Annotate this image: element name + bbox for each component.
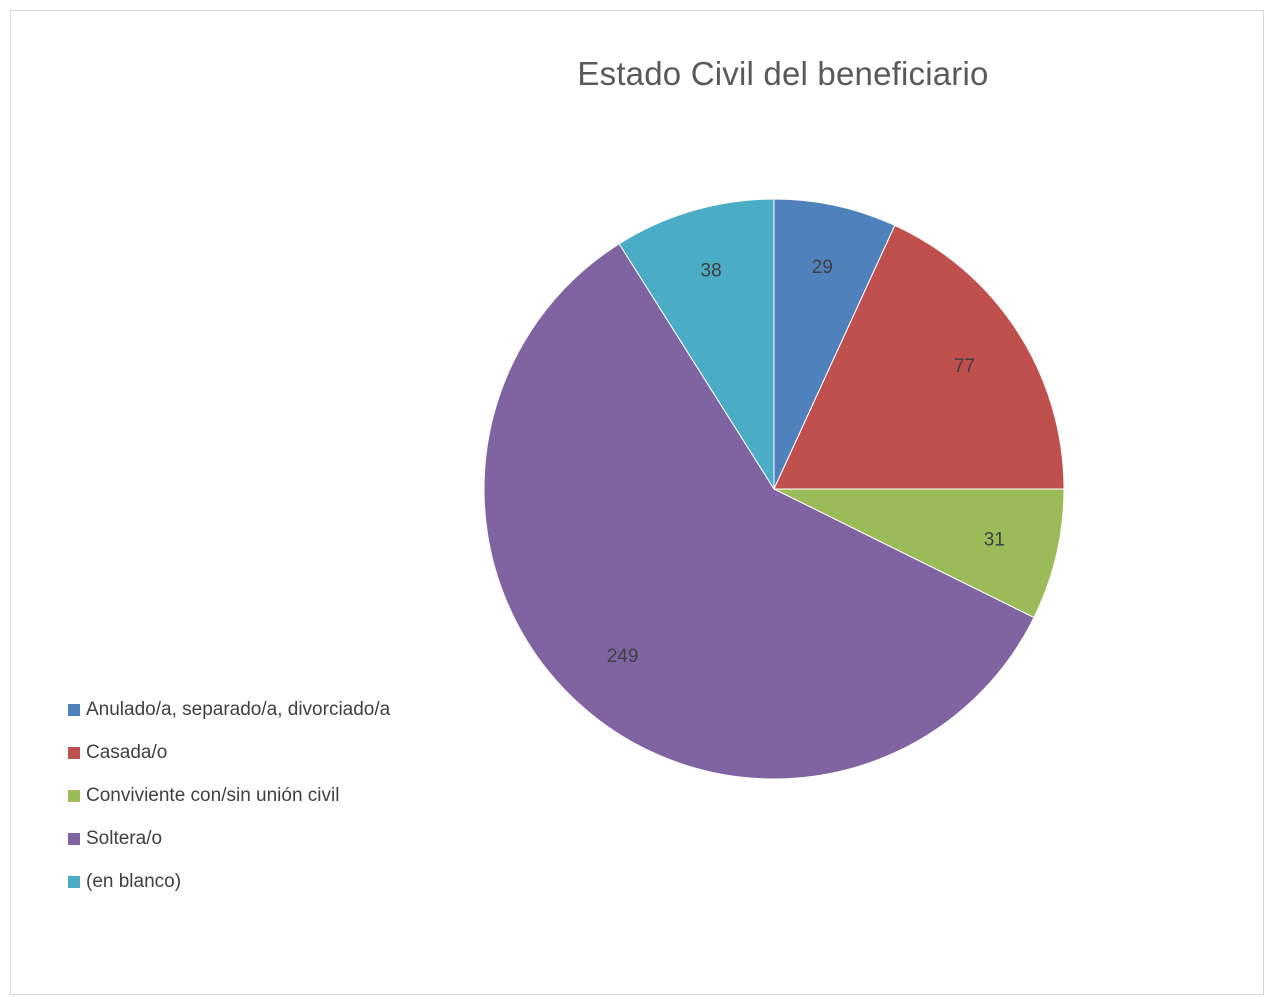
legend-item: (en blanco) — [68, 860, 390, 903]
legend-swatch — [68, 789, 80, 802]
data-label: 38 — [701, 261, 722, 282]
data-label: 29 — [812, 257, 833, 278]
legend-item: Soltera/o — [68, 817, 390, 860]
pie-slice — [773, 224, 1065, 490]
pie-slice — [618, 198, 775, 491]
pie-slice — [773, 198, 896, 490]
legend-label: Soltera/o — [86, 827, 163, 849]
legend-item: Anulado/a, separado/a, divorciado/a — [68, 688, 390, 731]
legend-item: Conviviente con/sin unión civil — [68, 774, 390, 817]
legend-swatch — [68, 875, 80, 888]
legend-label: Conviviente con/sin unión civil — [86, 784, 340, 806]
legend-swatch — [68, 832, 80, 845]
legend-label: (en blanco) — [86, 870, 182, 892]
legend-item: Casada/o — [68, 731, 390, 774]
legend-label: Casada/o — [86, 741, 168, 763]
legend-swatch — [68, 703, 80, 716]
data-label: 77 — [954, 356, 975, 377]
data-label: 249 — [607, 646, 639, 667]
pie-slice — [773, 488, 1065, 619]
chart-title: Estado Civil del beneficiario — [577, 55, 989, 92]
legend-swatch — [68, 746, 80, 759]
pie-slice — [483, 243, 1035, 780]
legend: Anulado/a, separado/a, divorciado/a Casad… — [68, 688, 390, 903]
legend-label: Anulado/a, separado/a, divorciado/a — [86, 698, 391, 720]
data-label: 31 — [984, 530, 1005, 551]
